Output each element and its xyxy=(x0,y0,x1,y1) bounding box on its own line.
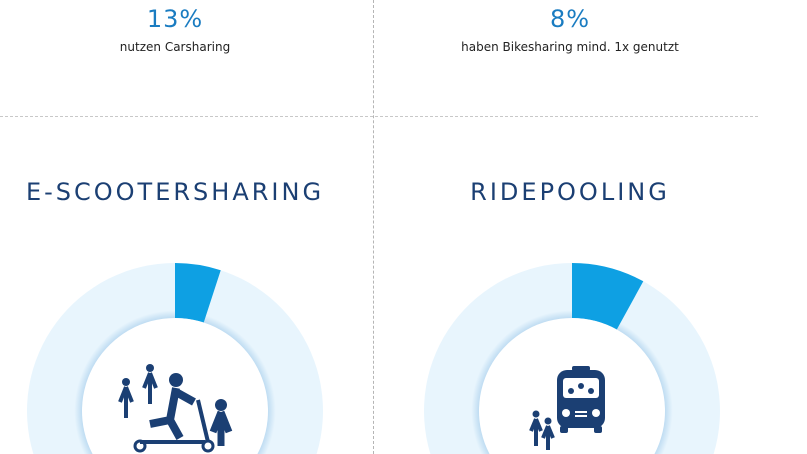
donut-share-segment xyxy=(175,263,221,323)
vertical-divider xyxy=(373,0,374,454)
stat-label: haben Bikesharing mind. 1x genutzt xyxy=(461,40,679,54)
donut-share-segment xyxy=(572,263,644,330)
stat-carsharing: 13% nutzen Carsharing xyxy=(75,0,275,54)
stat-bikesharing: 8% haben Bikesharing mind. 1x genutzt xyxy=(420,0,720,54)
section-title-ridepooling: RIDEPOOLING xyxy=(470,178,670,206)
section-title-escootersharing: E-SCOOTERSHARING xyxy=(25,178,325,206)
stat-value: 8% xyxy=(549,5,591,33)
minibus-people-icon xyxy=(529,366,605,450)
stat-value: 13% xyxy=(146,5,204,33)
horizontal-divider xyxy=(0,116,758,117)
e-scooter-people-icon xyxy=(118,364,233,453)
stat-label: nutzen Carsharing xyxy=(119,40,231,54)
